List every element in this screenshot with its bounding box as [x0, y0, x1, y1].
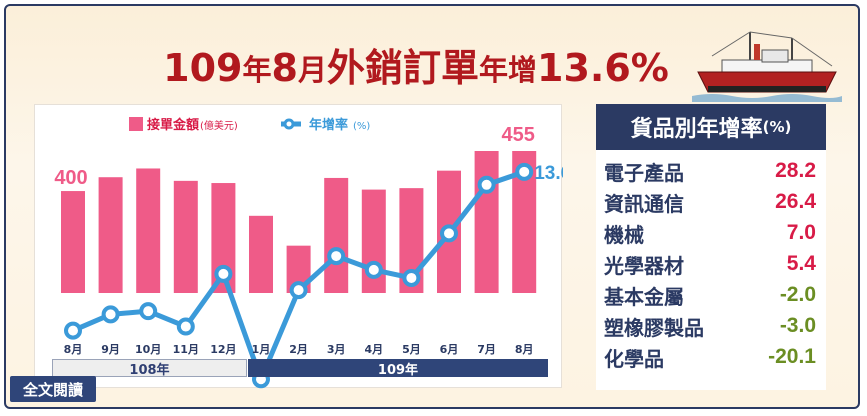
- page-title: 109 年 8 月 外銷訂單 年增 13.6%: [106, 34, 726, 90]
- x-tick-label: 8月: [515, 343, 534, 356]
- growth-value: -20.1: [768, 345, 816, 368]
- full-text-button[interactable]: 全文閱讀: [10, 376, 96, 402]
- growth-value: 5.4: [786, 252, 816, 275]
- bar: [474, 151, 499, 293]
- last-bar-value-label: 455: [502, 124, 535, 146]
- table-header: 貨品別年增率 (%): [596, 104, 826, 150]
- legend-line-marker: [283, 118, 295, 130]
- product-name: 機械: [604, 222, 644, 247]
- growth-point: [214, 264, 233, 283]
- x-tick-label: 3月: [327, 343, 346, 356]
- table-row: 塑橡膠製品 -3.0: [604, 311, 816, 341]
- growth-point: [440, 224, 458, 243]
- infographic-frame: 109 年 8 月 外銷訂單 年增 13.6% 接單金額 (億美元) 年增率: [4, 4, 860, 409]
- x-tick-label: 1月: [252, 343, 271, 356]
- cargo-ship-illustration: [692, 31, 842, 102]
- x-tick-label: 2月: [289, 343, 308, 356]
- x-tick-label: 10月: [135, 343, 161, 356]
- x-tick-label: 6月: [440, 343, 459, 356]
- table-row: 資訊通信 26.4: [604, 187, 816, 217]
- title-growth-value: 13.6%: [537, 46, 669, 90]
- growth-point: [101, 305, 120, 324]
- table-row: 化學品 -20.1: [604, 342, 816, 372]
- bar: [61, 191, 85, 293]
- x-tick-label: 5月: [402, 343, 421, 356]
- product-name: 電子產品: [604, 160, 684, 185]
- x-tick-label: 7月: [477, 343, 496, 356]
- legend-bar-unit: (億美元): [200, 119, 238, 132]
- product-name: 光學器材: [604, 253, 684, 278]
- year-group-108: 108年: [52, 359, 247, 378]
- x-tick-label: 4月: [364, 343, 383, 356]
- table-row: 基本金屬 -2.0: [604, 280, 816, 310]
- title-year: 109: [163, 46, 243, 90]
- growth-point: [176, 317, 195, 336]
- growth-point: [402, 268, 421, 287]
- legend-bar-swatch: [129, 117, 143, 131]
- product-name: 化學品: [604, 346, 664, 371]
- growth-point: [64, 321, 82, 340]
- bar: [98, 177, 123, 293]
- x-tick-label: 8月: [64, 343, 83, 356]
- chart-legend: 接單金額 (億美元) 年增率 (%): [129, 117, 370, 133]
- table-header-unit: (%): [762, 118, 792, 136]
- bar: [173, 180, 198, 293]
- first-bar-value-label: 400: [54, 167, 87, 189]
- growth-point: [139, 302, 158, 321]
- x-tick-label: 11月: [173, 343, 199, 356]
- growth-point: [364, 260, 383, 279]
- growth-point: [477, 175, 496, 194]
- bar: [324, 177, 349, 293]
- table-row: 光學器材 5.4: [604, 249, 816, 279]
- bar: [249, 215, 273, 293]
- product-name: 基本金屬: [604, 284, 684, 309]
- product-name: 塑橡膠製品: [604, 315, 704, 340]
- growth-value: 26.4: [775, 190, 816, 213]
- legend-line-label: 年增率: [309, 117, 348, 133]
- growth-point: [289, 281, 308, 300]
- legend-line-unit: (%): [353, 121, 370, 132]
- chart-canvas: 接單金額 (億美元) 年增率 (%) 400 455 13.6 8月 9月 10月 11月…: [54, 117, 563, 389]
- x-tick-label: 9月: [101, 343, 120, 356]
- x-tick-label: 12月: [210, 343, 236, 356]
- title-month: 8: [271, 46, 298, 90]
- growth-point: [515, 162, 534, 181]
- bar: [136, 168, 161, 293]
- year-group-109: 109年: [248, 359, 548, 378]
- table-header-title: 貨品別年增率: [630, 117, 763, 142]
- title-growth-word: 年增: [478, 53, 537, 87]
- growth-value: -3.0: [779, 314, 816, 337]
- table-row: 電子產品 28.2: [604, 156, 816, 186]
- growth-value: 7.0: [786, 221, 816, 244]
- chart-panel: 接單金額 (億美元) 年增率 (%) 400 455 13.6 8月 9月 10月 11月…: [34, 104, 563, 389]
- product-name: 資訊通信: [604, 191, 684, 216]
- title-subject: 外銷訂單: [326, 46, 479, 90]
- title-month-char: 月: [297, 53, 327, 87]
- last-growth-value-label: 13.6: [534, 163, 563, 184]
- table-row: 機械 7.0: [604, 218, 816, 248]
- product-growth-table: 貨品別年增率 (%) 電子產品 28.2 資訊通信 26.4 機械 7.0 光學器材 5.4 基…: [596, 104, 826, 390]
- title-year-char: 年: [242, 53, 272, 87]
- growth-value: -2.0: [779, 283, 816, 306]
- legend-bar-label: 接單金額: [147, 117, 199, 133]
- growth-value: 28.2: [775, 159, 816, 182]
- growth-point: [327, 247, 346, 266]
